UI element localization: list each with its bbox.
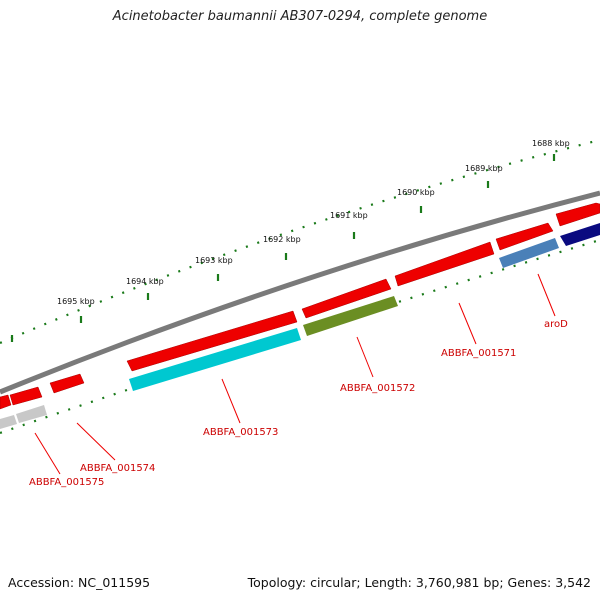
major-ticks (10, 154, 556, 342)
leader-line (221, 378, 241, 424)
gene-arrow[interactable] (495, 222, 554, 251)
forward-genes (0, 202, 600, 410)
gene-arrow[interactable] (301, 278, 392, 319)
leader-line (76, 422, 116, 461)
gene-label-abbfa-001571: ABBFA_001571 (441, 348, 516, 359)
gene-arrow[interactable] (394, 241, 495, 287)
tick-label: 1694 kbp (126, 277, 164, 286)
gene-abbfa-001572[interactable] (303, 296, 398, 336)
gene-arrow[interactable] (126, 310, 298, 372)
gene-abbfa-001573[interactable] (129, 328, 301, 391)
tick-label: 1689 kbp (465, 164, 503, 173)
gene-arrow[interactable] (0, 394, 12, 410)
leader-line (34, 432, 61, 475)
tick-label: 1693 kbp (195, 256, 233, 265)
inner-tick-track (0, 238, 600, 435)
tick-label: 1692 kbp (263, 235, 301, 244)
accession-text: Accession: NC_011595 (8, 575, 151, 590)
tick-label: 1688 kbp (532, 139, 570, 148)
gene-label-abbfa-001575: ABBFA_001575 (29, 477, 104, 488)
leader-line (356, 336, 374, 378)
topology-text: Topology: circular; Length: 3,760,981 bp… (247, 575, 591, 590)
gene-arrow[interactable] (555, 202, 600, 227)
leader-line (537, 273, 556, 317)
tick-label: 1691 kbp (330, 211, 368, 220)
genome-backbone (0, 190, 600, 395)
gene-label-abbfa-001573: ABBFA_001573 (203, 427, 278, 438)
gene-arrow[interactable] (49, 373, 85, 394)
reverse-genes (0, 223, 600, 429)
gene-label-abbfa-001574: ABBFA_001574 (80, 463, 155, 474)
map-title: Acinetobacter baumannii AB307-0294, comp… (112, 9, 488, 24)
leader-lines (34, 273, 556, 475)
gene-label-abbfa-001572: ABBFA_001572 (340, 383, 415, 394)
gene-abbfa-001574[interactable] (16, 405, 47, 423)
gene-abbfa-001575[interactable] (0, 415, 17, 429)
gene-dark-blue[interactable] (560, 223, 600, 246)
tick-label: 1690 kbp (397, 188, 435, 197)
leader-line (458, 302, 477, 345)
gene-label-arod: aroD (544, 319, 568, 330)
gene-arod[interactable] (499, 238, 559, 268)
gene-arrow[interactable] (9, 386, 43, 406)
tick-label: 1695 kbp (57, 297, 95, 306)
